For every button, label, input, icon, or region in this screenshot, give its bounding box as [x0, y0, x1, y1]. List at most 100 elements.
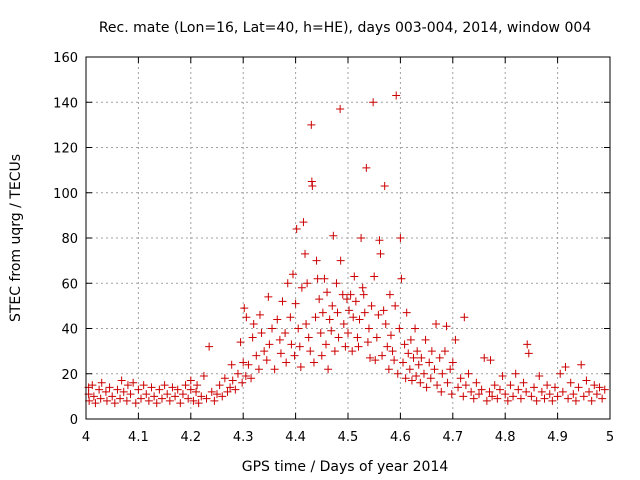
data-point [318, 308, 327, 317]
data-point [338, 290, 347, 299]
data-point [102, 396, 111, 405]
data-point [327, 326, 336, 335]
data-point [239, 358, 248, 367]
data-point [290, 351, 299, 360]
data-point [342, 295, 351, 304]
data-point [255, 310, 264, 319]
y-tick-label: 60 [61, 277, 78, 292]
x-tick-label: 4 [82, 430, 90, 445]
data-point [367, 301, 376, 310]
data-point [532, 396, 541, 405]
data-point [184, 394, 193, 403]
data-point [537, 387, 546, 396]
data-point [299, 218, 308, 227]
data-point [116, 394, 125, 403]
data-point [291, 299, 300, 308]
data-point [308, 181, 317, 190]
data-point [438, 369, 447, 378]
x-tick-label: 5 [606, 430, 614, 445]
data-point [273, 315, 282, 324]
data-point [168, 383, 177, 392]
data-point [228, 376, 237, 385]
data-point [440, 347, 449, 356]
data-point [556, 369, 565, 378]
data-point [472, 378, 481, 387]
data-point [427, 347, 436, 356]
data-point [514, 385, 523, 394]
data-point [88, 381, 97, 390]
data-point [363, 338, 372, 347]
data-point [242, 313, 251, 322]
data-point [119, 387, 128, 396]
data-point [192, 387, 201, 396]
data-point [360, 308, 369, 317]
data-point [95, 385, 104, 394]
data-point [238, 378, 247, 387]
data-point [511, 369, 520, 378]
data-point [134, 385, 143, 394]
data-point [306, 347, 315, 356]
data-point [341, 342, 350, 351]
data-point [108, 392, 117, 401]
x-tick-label: 4.8 [495, 430, 516, 445]
data-point [176, 399, 185, 408]
data-point [288, 270, 297, 279]
data-point [366, 353, 375, 362]
data-point [313, 274, 322, 283]
data-point [334, 333, 343, 342]
data-point [385, 290, 394, 299]
data-point [252, 351, 261, 360]
data-point [202, 394, 211, 403]
data-point [446, 365, 455, 374]
data-point [540, 394, 549, 403]
data-point [375, 236, 384, 245]
data-point [165, 396, 174, 405]
data-point [105, 383, 114, 392]
data-point [309, 358, 318, 367]
data-point [270, 365, 279, 374]
data-point [144, 396, 153, 405]
data-point [357, 234, 366, 242]
data-point [425, 358, 434, 367]
data-point [571, 396, 580, 405]
data-point [477, 385, 486, 394]
data-point [566, 378, 575, 387]
data-point [359, 290, 368, 299]
y-tick-label: 20 [61, 368, 78, 383]
x-tick-label: 4.6 [390, 430, 411, 445]
data-point [316, 329, 325, 338]
data-point [248, 333, 257, 342]
data-point [405, 365, 414, 374]
data-point [422, 383, 431, 392]
data-point [157, 394, 166, 403]
data-point [226, 383, 235, 392]
data-point [535, 372, 544, 381]
data-point [399, 358, 408, 367]
data-point [278, 297, 287, 306]
data-point [122, 396, 131, 405]
data-point [160, 381, 169, 390]
data-point [345, 306, 354, 315]
data-point [371, 356, 380, 365]
data-point [558, 387, 567, 396]
data-point [199, 372, 208, 381]
data-point [432, 319, 441, 328]
x-tick-label: 4.5 [338, 430, 359, 445]
data-point [516, 394, 525, 403]
data-point [381, 319, 390, 328]
y-tick-label: 140 [53, 96, 78, 111]
data-point [223, 387, 232, 396]
data-point [523, 340, 532, 349]
data-point [129, 378, 138, 387]
data-point [564, 394, 573, 403]
data-point [550, 383, 559, 392]
data-point [598, 394, 607, 403]
data-point [600, 385, 609, 394]
data-point [545, 390, 554, 399]
data-point [374, 310, 383, 319]
data-point [475, 390, 483, 399]
y-tick-label: 80 [61, 232, 78, 247]
data-point [220, 374, 229, 383]
data-point [233, 369, 242, 378]
data-point [295, 342, 304, 351]
